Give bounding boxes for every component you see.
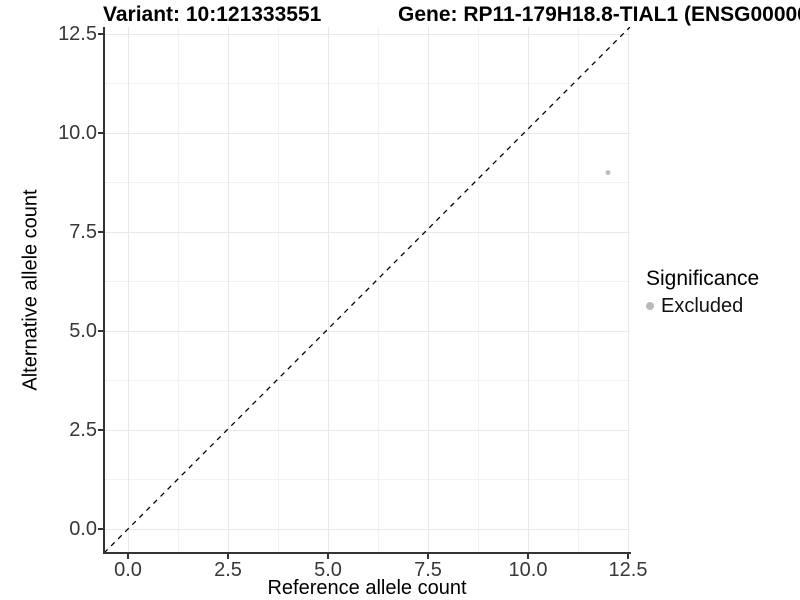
gridline-minor-horizontal [104,182,630,183]
x-tick-label: 0.0 [114,559,142,581]
x-tick-mark [127,554,129,559]
plot-title-variant: Variant: 10:121333551 [103,3,322,26]
gridline-major-vertical [127,27,129,553]
gridline-major-horizontal [104,528,630,530]
gridline-minor-vertical [177,27,179,553]
x-tick-label: 7.5 [414,559,442,581]
y-tick-label: 5.0 [69,320,97,342]
x-tick-mark [227,554,229,559]
y-tick-mark [98,528,103,530]
legend: Significance Excluded [646,266,759,318]
y-tick-mark [98,429,103,431]
x-tick-mark [427,554,429,559]
y-tick-mark [98,33,103,35]
y-tick-label: 2.5 [69,419,97,441]
gridline-minor-horizontal [104,281,630,282]
gridline-major-horizontal [104,330,630,332]
y-tick-label: 0.0 [69,518,97,540]
y-axis-line [103,27,105,554]
plot-panel [104,27,630,553]
gridline-major-vertical [527,27,529,553]
gridline-major-horizontal [104,33,630,35]
x-tick-label: 5.0 [314,559,342,581]
gridline-minor-vertical [577,27,579,553]
x-tick-mark [627,554,629,559]
gridline-minor-vertical [377,27,379,553]
legend-item-label: Excluded [661,295,744,317]
gridline-minor-vertical [277,27,279,553]
gridline-major-horizontal [104,132,630,134]
plot-svg [104,27,630,553]
identity-line [104,27,630,553]
y-tick-label: 7.5 [69,221,97,243]
legend-title: Significance [646,267,760,290]
x-tick-label: 12.5 [608,559,648,581]
gridline-major-horizontal [104,231,630,233]
x-axis-title: Reference allele count [267,577,467,599]
y-tick-label: 10.0 [58,122,97,144]
gridline-major-vertical [427,27,429,553]
plot-title-gene: Gene: RP11-179H18.8-TIAL1 (ENSG000002 [398,3,800,26]
data-point [605,170,611,176]
y-tick-mark [98,231,103,233]
x-tick-mark [527,554,529,559]
y-tick-mark [98,330,103,332]
x-tick-mark [327,554,329,559]
gridline-major-vertical [627,27,629,553]
y-tick-label: 12.5 [58,23,97,45]
gridline-minor-vertical [477,27,479,553]
gridline-major-vertical [227,27,229,553]
x-tick-label: 10.0 [508,559,548,581]
gridline-major-vertical [327,27,329,553]
x-axis-line [103,552,631,554]
gridline-minor-horizontal [104,380,630,381]
legend-item-excluded: Excluded [646,294,759,318]
gridline-minor-horizontal [104,83,630,84]
gridline-minor-horizontal [104,479,630,480]
gridline-major-horizontal [104,429,630,431]
legend-key-dot-icon [646,302,654,310]
y-tick-mark [98,132,103,134]
x-tick-label: 2.5 [214,559,242,581]
